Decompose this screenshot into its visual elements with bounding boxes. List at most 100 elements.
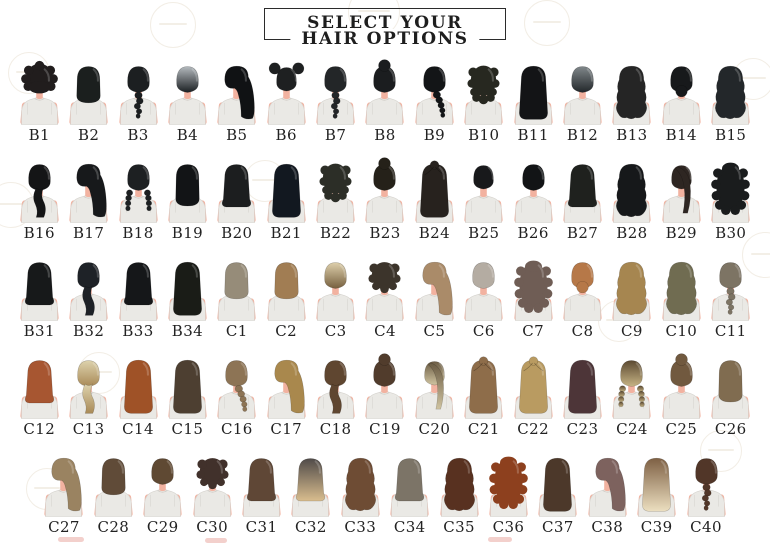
hair-option-B33[interactable]: B33 — [113, 255, 162, 343]
hairstyle-figure — [94, 458, 133, 517]
hairstyle-figure — [217, 164, 256, 223]
hair-option-B25[interactable]: B25 — [459, 157, 508, 245]
hair-option-B10[interactable]: B10 — [459, 59, 508, 147]
hair-option-C20[interactable]: C20 — [410, 353, 459, 441]
hair-option-label: C5 — [423, 322, 446, 340]
hair-option-B13[interactable]: B13 — [607, 59, 656, 147]
hair-option-B32[interactable]: B32 — [64, 255, 113, 343]
hair-option-label: B19 — [171, 224, 204, 242]
hair-option-B19[interactable]: B19 — [163, 157, 212, 245]
hairstyle-figure — [563, 164, 602, 223]
hair-option-C13[interactable]: C13 — [64, 353, 113, 441]
hair-option-B11[interactable]: B11 — [508, 59, 557, 147]
hair-option-label: C21 — [467, 420, 500, 438]
hair-option-C1[interactable]: C1 — [212, 255, 261, 343]
hair-option-C2[interactable]: C2 — [262, 255, 311, 343]
hair-option-label: C34 — [393, 518, 426, 536]
hair-option-C9[interactable]: C9 — [607, 255, 656, 343]
hair-option-B7[interactable]: B7 — [311, 59, 360, 147]
hair-option-B1[interactable]: B1 — [15, 59, 64, 147]
hair-option-B4[interactable]: B4 — [163, 59, 212, 147]
hairstyle-figure — [439, 457, 479, 517]
hair-option-B5[interactable]: B5 — [212, 59, 261, 147]
hair-option-C3[interactable]: C3 — [311, 255, 360, 343]
hairstyle-figure — [20, 262, 59, 321]
hair-option-B2[interactable]: B2 — [64, 59, 113, 147]
hair-option-C36[interactable]: C36 — [484, 451, 533, 539]
hair-option-B24[interactable]: B24 — [410, 157, 459, 245]
hair-option-C17[interactable]: C17 — [262, 353, 311, 441]
hairstyle-figure — [118, 359, 158, 419]
hair-option-C16[interactable]: C16 — [212, 353, 261, 441]
hair-option-B30[interactable]: B30 — [706, 157, 755, 245]
hair-option-C18[interactable]: C18 — [311, 353, 360, 441]
hair-option-B21[interactable]: B21 — [262, 157, 311, 245]
watermark-mark — [488, 537, 512, 542]
hair-option-label: C20 — [418, 420, 451, 438]
hair-option-C12[interactable]: C12 — [15, 353, 64, 441]
hair-option-C11[interactable]: C11 — [706, 255, 755, 343]
hair-option-B28[interactable]: B28 — [607, 157, 656, 245]
hair-option-C37[interactable]: C37 — [533, 451, 582, 539]
hair-option-C34[interactable]: C34 — [385, 451, 434, 539]
hair-option-C29[interactable]: C29 — [138, 451, 187, 539]
hair-option-C7[interactable]: C7 — [508, 255, 557, 343]
hairstyle-figure — [168, 66, 207, 125]
hair-option-label: B24 — [418, 224, 451, 242]
hair-option-B15[interactable]: B15 — [706, 59, 755, 147]
hair-option-B9[interactable]: B9 — [410, 59, 459, 147]
hair-option-C38[interactable]: C38 — [583, 451, 632, 539]
hair-option-B20[interactable]: B20 — [212, 157, 261, 245]
hair-option-B22[interactable]: B22 — [311, 157, 360, 245]
hair-option-B8[interactable]: B8 — [360, 59, 409, 147]
hairstyle-figure — [242, 458, 281, 517]
hairstyle-figure — [217, 360, 256, 419]
hair-option-C22[interactable]: C22 — [508, 353, 557, 441]
hair-option-B3[interactable]: B3 — [113, 59, 162, 147]
hair-option-B16[interactable]: B16 — [15, 157, 64, 245]
hair-option-C28[interactable]: C28 — [89, 451, 138, 539]
hairstyle-figure — [538, 457, 577, 517]
hair-option-B6[interactable]: B6 — [262, 59, 311, 147]
hair-option-C32[interactable]: C32 — [286, 451, 335, 539]
hair-option-B31[interactable]: B31 — [15, 255, 64, 343]
hair-option-C14[interactable]: C14 — [113, 353, 162, 441]
hair-option-C24[interactable]: C24 — [607, 353, 656, 441]
hair-option-label: B18 — [122, 224, 154, 242]
hair-row: C12 C13 C14 C15 C16 C17 C18 C19 C20 C21 C22 C23 C24 C… — [0, 343, 770, 441]
hair-option-label: C38 — [591, 518, 624, 536]
hair-option-B12[interactable]: B12 — [558, 59, 607, 147]
hair-option-C25[interactable]: C25 — [657, 353, 706, 441]
hair-option-B18[interactable]: B18 — [113, 157, 162, 245]
hair-option-C19[interactable]: C19 — [360, 353, 409, 441]
hair-option-C21[interactable]: C21 — [459, 353, 508, 441]
hair-option-C4[interactable]: C4 — [360, 255, 409, 343]
hair-option-C23[interactable]: C23 — [558, 353, 607, 441]
hair-option-C6[interactable]: C6 — [459, 255, 508, 343]
hair-option-B26[interactable]: B26 — [508, 157, 557, 245]
hair-option-label: B22 — [319, 224, 352, 242]
hair-option-C26[interactable]: C26 — [706, 353, 755, 441]
hair-option-C15[interactable]: C15 — [163, 353, 212, 441]
hair-option-B23[interactable]: B23 — [360, 157, 409, 245]
hair-option-B34[interactable]: B34 — [163, 255, 212, 343]
hair-option-B27[interactable]: B27 — [558, 157, 607, 245]
hair-option-B29[interactable]: B29 — [657, 157, 706, 245]
hair-option-B17[interactable]: B17 — [64, 157, 113, 245]
hair-option-C40[interactable]: C40 — [681, 451, 730, 539]
hair-option-C5[interactable]: C5 — [410, 255, 459, 343]
hair-option-label: B7 — [324, 126, 347, 144]
hair-option-label: B29 — [665, 224, 697, 242]
hair-option-C33[interactable]: C33 — [336, 451, 385, 539]
hair-option-C30[interactable]: C30 — [187, 451, 236, 539]
hair-option-C39[interactable]: C39 — [632, 451, 681, 539]
hair-option-B14[interactable]: B14 — [657, 59, 706, 147]
hairstyle-figure — [168, 261, 207, 321]
hair-option-C8[interactable]: C8 — [558, 255, 607, 343]
title-line1: SELECT YOUR — [307, 13, 463, 33]
hair-option-C31[interactable]: C31 — [237, 451, 286, 539]
hairstyle-figure — [514, 356, 553, 419]
hair-option-C35[interactable]: C35 — [434, 451, 483, 539]
hair-option-C10[interactable]: C10 — [657, 255, 706, 343]
hair-option-C27[interactable]: C27 — [39, 451, 88, 539]
